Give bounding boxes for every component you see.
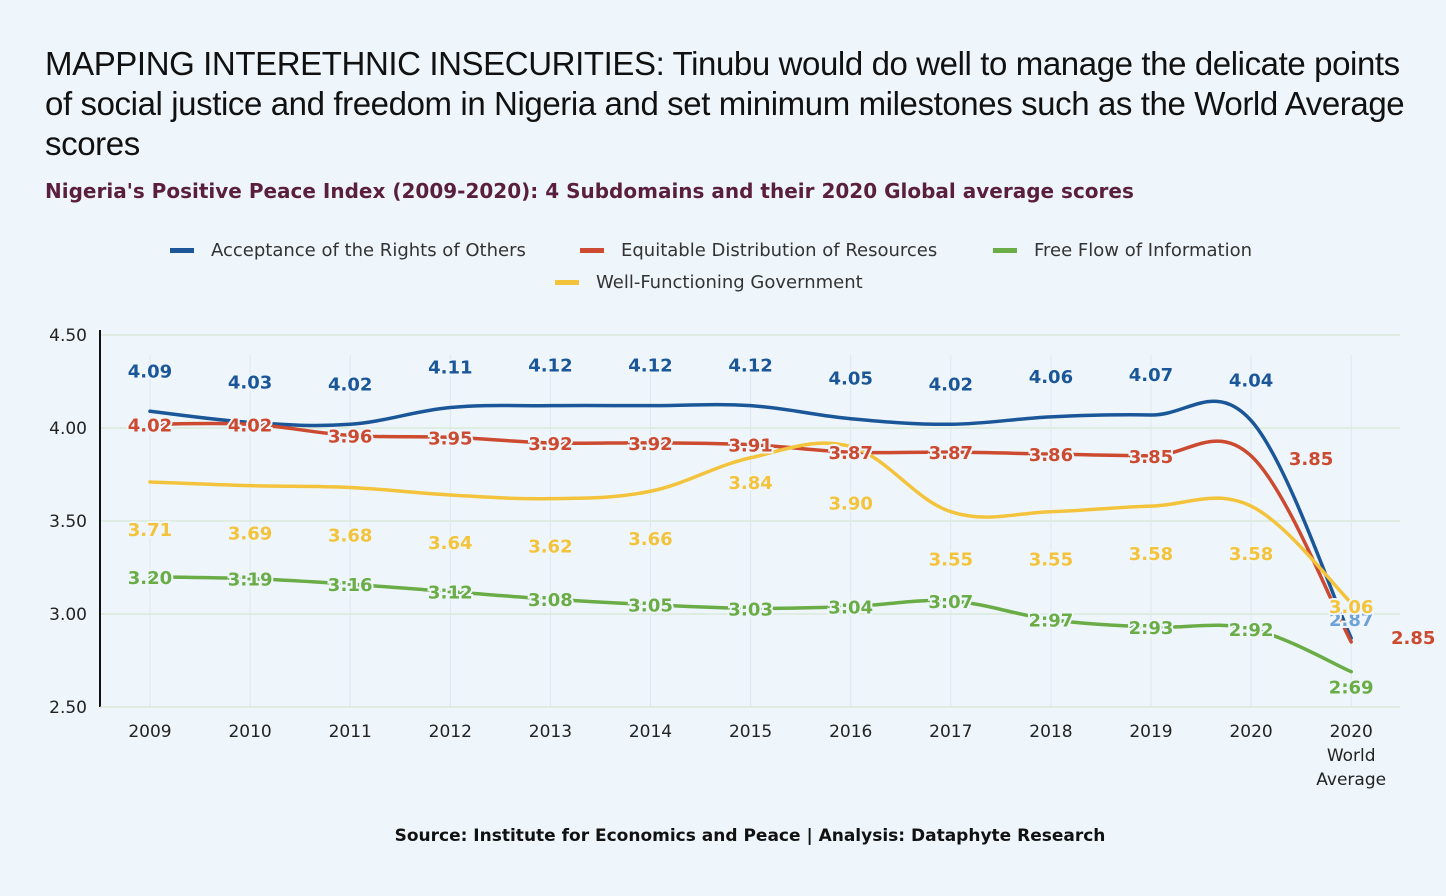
y-tick-label: 2.50 <box>49 698 87 718</box>
legend-swatch <box>993 248 1017 253</box>
data-label: 3.64 <box>428 533 472 554</box>
data-label: 2.87 <box>1329 610 1373 631</box>
legend-label: Equitable Distribution of Resources <box>621 240 937 261</box>
x-tick-label: 2016 <box>829 722 872 742</box>
legend-label: Acceptance of the Rights of Others <box>211 240 526 261</box>
data-label: 4.12 <box>728 356 772 377</box>
data-label: 2:97 <box>1029 611 1074 632</box>
data-label: 3.06 <box>1329 597 1373 618</box>
data-label: 3.92 <box>628 434 672 455</box>
data-label: 3.84 <box>728 473 772 494</box>
data-label: 2.85 <box>1391 628 1435 649</box>
legend-swatch <box>555 280 579 285</box>
data-label: 3.69 <box>228 524 272 545</box>
series-line <box>148 441 1353 605</box>
y-tick-label: 4.50 <box>49 326 87 346</box>
chart-subtitle: Nigeria's Positive Peace Index (2009-202… <box>45 179 1134 203</box>
data-label: 4.11 <box>428 358 472 379</box>
x-tick-label: 2019 <box>1129 722 1172 742</box>
data-label: 3.66 <box>628 529 672 550</box>
x-tick-label: 2011 <box>329 722 372 742</box>
data-label: 4.02 <box>128 415 172 436</box>
data-label: 3:08 <box>528 590 573 611</box>
y-tick-label: 4.00 <box>49 419 87 439</box>
data-label: 4.02 <box>228 415 272 436</box>
data-label: 2:69 <box>1329 678 1374 699</box>
data-label: 3:04 <box>828 598 873 619</box>
y-tick-label: 3.50 <box>49 512 87 532</box>
legend-swatch <box>170 248 194 253</box>
data-label: 4.03 <box>228 372 272 393</box>
data-label: 4.02 <box>929 374 973 395</box>
data-label: 3.90 <box>828 494 872 515</box>
data-label: 3.68 <box>328 526 372 547</box>
data-label: 2:92 <box>1229 620 1274 641</box>
series-line <box>148 421 1353 644</box>
x-tick-label: 2018 <box>1029 722 1072 742</box>
data-label: 3.55 <box>929 550 973 571</box>
data-label: 3.92 <box>528 434 572 455</box>
data-label: 4.12 <box>528 356 572 377</box>
x-tick-label: 2015 <box>729 722 772 742</box>
data-label: 2:93 <box>1129 618 1174 639</box>
data-label: 3.55 <box>1029 550 1073 571</box>
data-label: 4.06 <box>1029 367 1073 388</box>
data-label: 3:12 <box>428 583 473 604</box>
chart-title: MAPPING INTERETHNIC INSECURITIES: Tinubu… <box>45 45 1405 162</box>
x-tick-label: 2010 <box>228 722 271 742</box>
data-label: 3.91 <box>728 436 772 457</box>
x-tick-label: 2017 <box>929 722 972 742</box>
data-label: 3:03 <box>728 599 773 620</box>
data-label: 3.85 <box>1129 447 1173 468</box>
data-label: 3:05 <box>628 596 673 617</box>
x-tick-label: 2013 <box>529 722 572 742</box>
legend-swatch <box>580 248 604 253</box>
data-label: 3.58 <box>1229 544 1273 565</box>
data-label: 3.20 <box>128 568 172 589</box>
y-tick-label: 3.00 <box>49 605 87 625</box>
x-tick-label: World <box>1327 746 1376 766</box>
data-label: 3.58 <box>1129 544 1173 565</box>
data-label: 3.85 <box>1289 449 1333 470</box>
data-label: 4.09 <box>128 361 172 382</box>
data-label: 4.07 <box>1129 365 1173 386</box>
data-label: 3.96 <box>328 426 372 447</box>
source-note: Source: Institute for Economics and Peac… <box>394 826 1106 846</box>
data-label: 3.86 <box>1029 445 1073 466</box>
data-label: 3:19 <box>228 570 273 591</box>
x-tick-label: 2014 <box>629 722 672 742</box>
data-label: 4.12 <box>628 356 672 377</box>
data-label: 3.87 <box>929 443 973 464</box>
data-label: 4.02 <box>328 374 372 395</box>
x-tick-label: Average <box>1316 770 1386 790</box>
x-tick-label: 2020 <box>1330 722 1373 742</box>
data-label: 3.95 <box>428 428 472 449</box>
data-label: 4.04 <box>1229 371 1273 392</box>
x-tick-label: 2012 <box>429 722 472 742</box>
data-label: 3:07 <box>928 592 973 613</box>
data-label: 3.71 <box>128 520 172 541</box>
series-line <box>148 399 1353 640</box>
data-label: 3:16 <box>328 575 373 596</box>
series-line <box>148 575 1353 674</box>
x-tick-label: 2009 <box>128 722 171 742</box>
data-label: 3.87 <box>828 443 872 464</box>
legend-label: Free Flow of Information <box>1034 240 1252 261</box>
legend-label: Well-Functioning Government <box>596 272 863 293</box>
data-label: 4.05 <box>828 369 872 390</box>
x-tick-label: 2020 <box>1229 722 1272 742</box>
data-label: 3.62 <box>528 537 572 558</box>
